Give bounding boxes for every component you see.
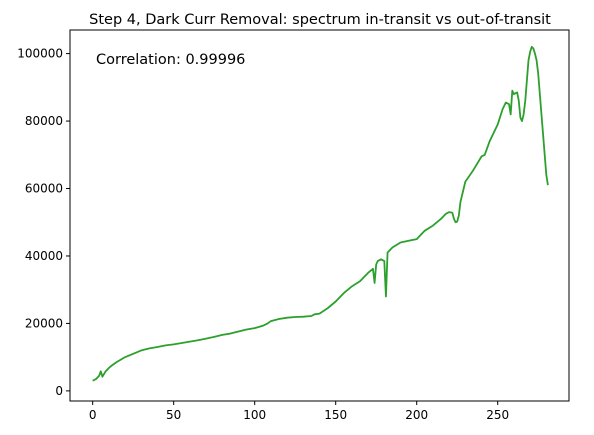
y-axis: 0 20000 40000 60000 80000 100000 (17, 47, 70, 398)
x-tick-label: 0 (89, 408, 97, 422)
x-tick-label: 200 (405, 408, 428, 422)
y-tick-label: 80000 (25, 114, 63, 128)
y-tick-label: 0 (55, 384, 63, 398)
x-axis: 0 50 100 150 200 250 (89, 401, 509, 422)
series-layer (92, 45, 549, 382)
correlation-annotation: Correlation: 0.99996 (96, 52, 245, 68)
x-tick-label: 150 (324, 408, 347, 422)
x-tick-label: 250 (486, 408, 509, 422)
y-tick-label: 20000 (25, 316, 63, 330)
y-tick-label: 40000 (25, 249, 63, 263)
chart-title: Step 4, Dark Curr Removal: spectrum in-t… (89, 12, 551, 28)
y-tick-label: 100000 (17, 47, 63, 61)
x-tick-label: 100 (243, 408, 266, 422)
x-tick-label: 50 (166, 408, 181, 422)
plot-area (69, 29, 570, 402)
y-tick-label: 60000 (25, 182, 63, 196)
series-line (92, 45, 549, 382)
